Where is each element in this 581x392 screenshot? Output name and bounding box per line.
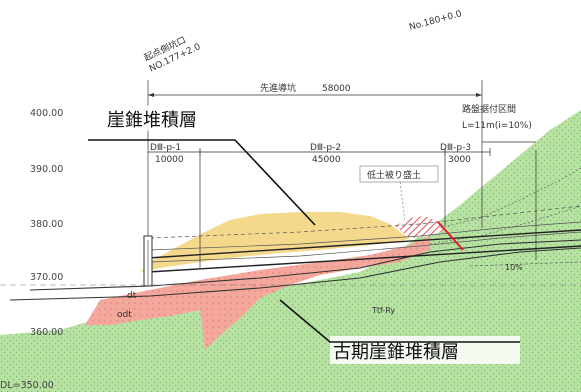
lower-talus-layer: [85, 236, 430, 350]
segment-3-length: 3000: [448, 155, 471, 165]
segment-2-code: DⅢ-p-2: [310, 143, 341, 153]
elevation-390: 390.00: [30, 164, 63, 175]
elevation-370: 370.00: [30, 272, 63, 283]
red-marker-line: [437, 221, 464, 251]
segment-1-code: DⅢ-p-1: [150, 143, 181, 153]
layer-code-odt: odt: [117, 310, 132, 320]
callout-lower-talus: 古期崖錐堆積層: [333, 342, 459, 363]
datum-label: DL=350.00: [0, 380, 54, 391]
elevation-360: 360.00: [30, 327, 63, 338]
pilot-tunnel-length: 58000: [322, 84, 351, 94]
footing-zone-spec: L=11m(i=10%): [462, 121, 532, 131]
end-station-label: No.180+0.0: [408, 9, 463, 33]
elevation-380: 380.00: [30, 219, 63, 230]
pilot-tunnel-label: 先進導坑: [260, 82, 296, 94]
elevation-400: 400.00: [30, 108, 63, 119]
bedrock-layer: [0, 110, 581, 392]
segment-1-length: 10000: [155, 155, 184, 165]
upper-talus-layer: [140, 212, 410, 272]
footing-zone-label: 路盤据付区間: [462, 103, 516, 115]
embankment-label: 低土被り盛土: [367, 169, 421, 181]
layer-code-dt: dt: [127, 291, 137, 301]
callout-upper-talus: 崖錐堆積層: [107, 110, 197, 131]
low-cover-embankment: [395, 216, 445, 238]
segment-2-length: 45000: [312, 155, 341, 165]
segment-3-code: DⅢ-p-3: [440, 143, 471, 153]
embankment-label-box: [359, 165, 439, 183]
layer-code-tuff: Ttf-Ry: [371, 306, 395, 315]
slope-label: 10%: [505, 263, 523, 272]
